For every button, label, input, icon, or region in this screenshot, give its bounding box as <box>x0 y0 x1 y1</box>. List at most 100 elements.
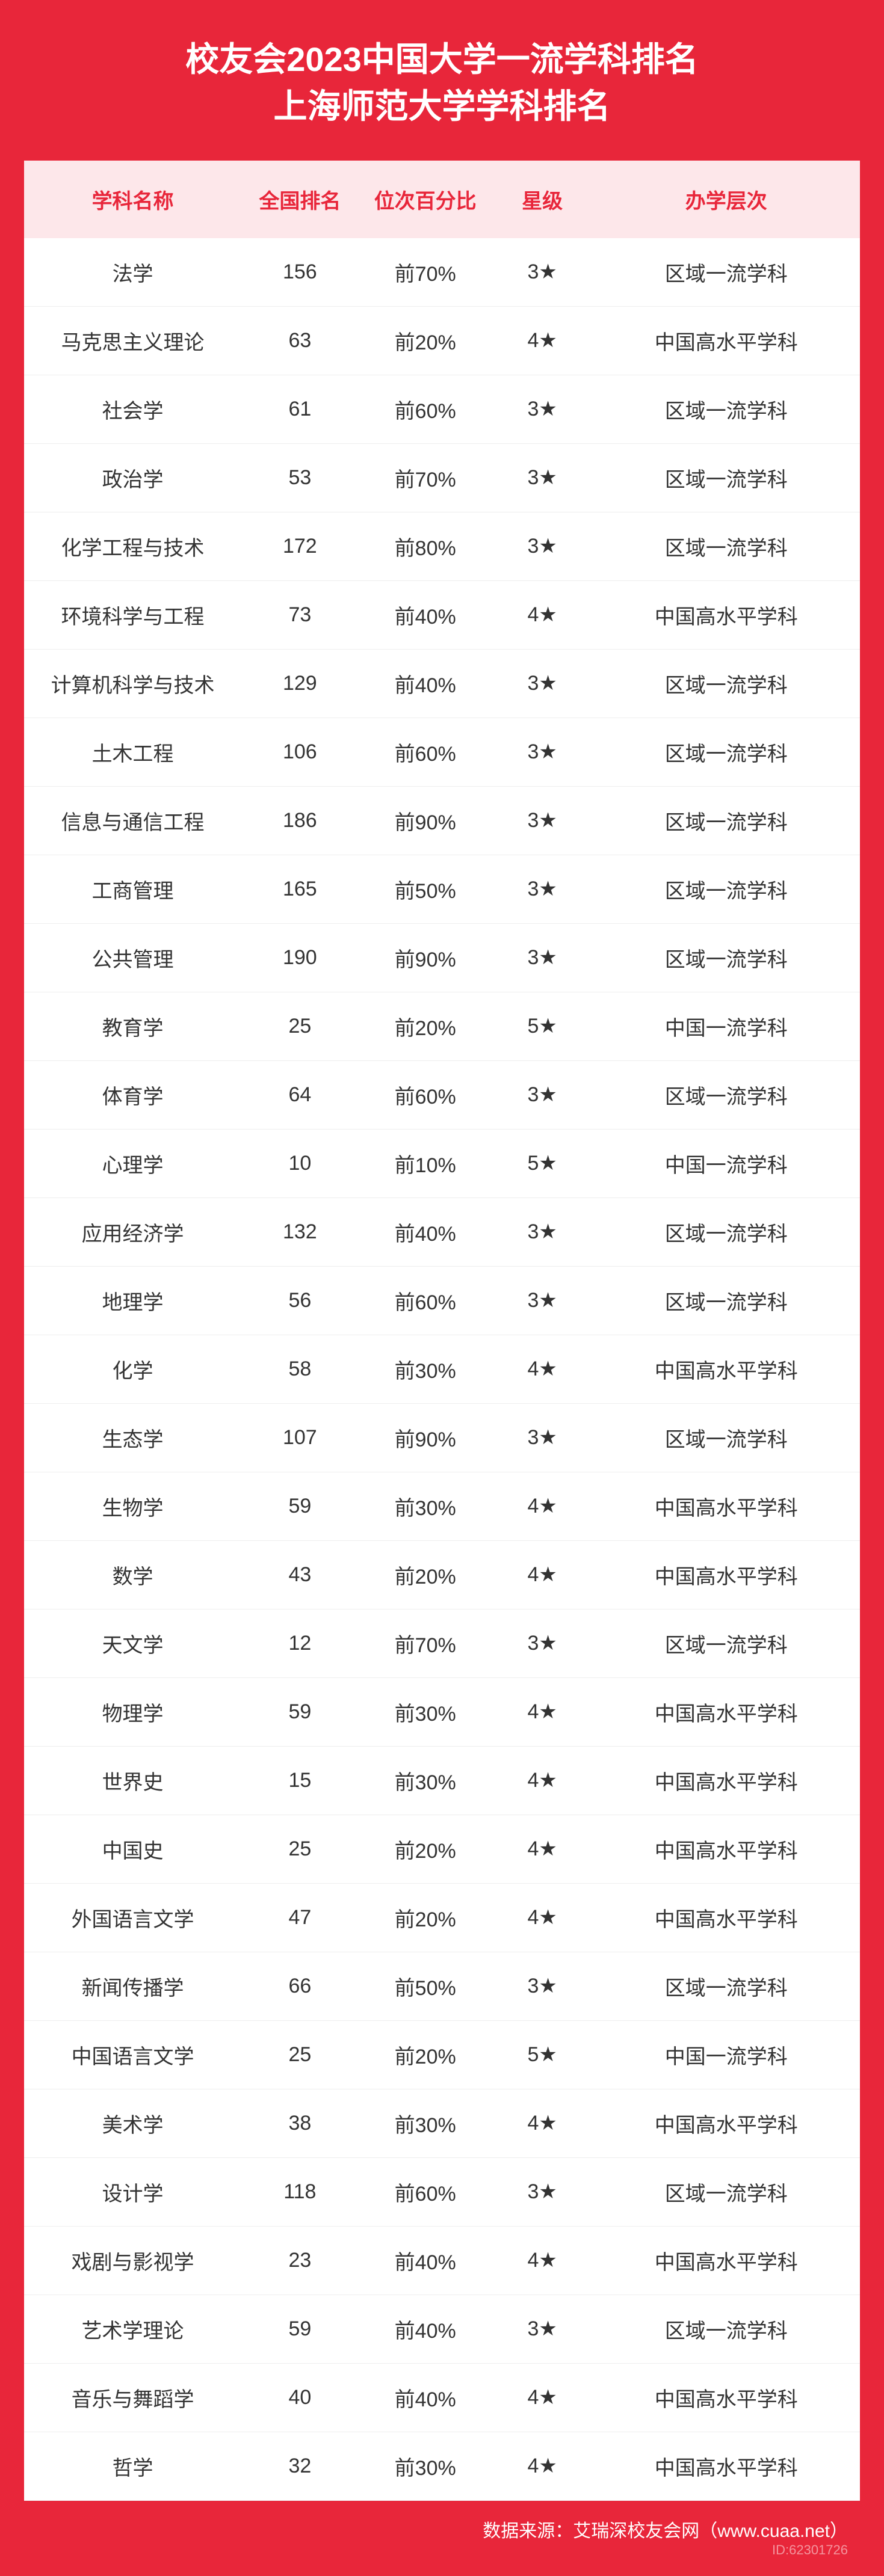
table-row: 天文学12前70%3★区域一流学科 <box>24 1609 860 1677</box>
cell-name: 生物学 <box>24 1472 241 1540</box>
cell-pct: 前20% <box>359 306 492 375</box>
cell-rank: 186 <box>241 786 358 855</box>
cell-pct: 前10% <box>359 1129 492 1197</box>
col-header-pct: 位次百分比 <box>359 161 492 238</box>
cell-rank: 165 <box>241 855 358 923</box>
watermark-id: ID:62301726 <box>24 2542 860 2558</box>
cell-rank: 106 <box>241 718 358 786</box>
cell-rank: 156 <box>241 238 358 307</box>
cell-name: 地理学 <box>24 1266 241 1335</box>
cell-name: 土木工程 <box>24 718 241 786</box>
cell-star: 4★ <box>492 2432 593 2500</box>
ranking-card: 校友会2023中国大学一流学科排名 上海师范大学学科排名 学科名称 全国排名 位… <box>0 0 884 2576</box>
cell-rank: 64 <box>241 1060 358 1129</box>
cell-rank: 61 <box>241 375 358 443</box>
cell-rank: 107 <box>241 1403 358 1472</box>
cell-level: 中国高水平学科 <box>592 580 860 649</box>
cell-star: 4★ <box>492 2363 593 2432</box>
cell-star: 3★ <box>492 786 593 855</box>
cell-rank: 63 <box>241 306 358 375</box>
table-row: 哲学32前30%4★中国高水平学科 <box>24 2432 860 2500</box>
cell-rank: 38 <box>241 2089 358 2157</box>
cell-pct: 前30% <box>359 1472 492 1540</box>
cell-level: 区域一流学科 <box>592 718 860 786</box>
cell-star: 3★ <box>492 1403 593 1472</box>
cell-name: 新闻传播学 <box>24 1952 241 2020</box>
cell-level: 中国高水平学科 <box>592 1746 860 1815</box>
cell-rank: 132 <box>241 1197 358 1266</box>
table-row: 中国史25前20%4★中国高水平学科 <box>24 1815 860 1883</box>
cell-pct: 前40% <box>359 580 492 649</box>
table-row: 公共管理190前90%3★区域一流学科 <box>24 923 860 992</box>
cell-rank: 58 <box>241 1335 358 1403</box>
cell-name: 工商管理 <box>24 855 241 923</box>
cell-pct: 前60% <box>359 2157 492 2226</box>
cell-name: 心理学 <box>24 1129 241 1197</box>
cell-level: 中国一流学科 <box>592 1129 860 1197</box>
cell-pct: 前50% <box>359 1952 492 2020</box>
table-row: 计算机科学与技术129前40%3★区域一流学科 <box>24 649 860 718</box>
table-row: 地理学56前60%3★区域一流学科 <box>24 1266 860 1335</box>
cell-rank: 23 <box>241 2226 358 2295</box>
table-row: 心理学10前10%5★中国一流学科 <box>24 1129 860 1197</box>
title-line-1: 校友会2023中国大学一流学科排名 <box>24 36 860 83</box>
cell-name: 数学 <box>24 1540 241 1609</box>
cell-star: 4★ <box>492 1815 593 1883</box>
cell-pct: 前40% <box>359 649 492 718</box>
table-row: 音乐与舞蹈学40前40%4★中国高水平学科 <box>24 2363 860 2432</box>
table-row: 戏剧与影视学23前40%4★中国高水平学科 <box>24 2226 860 2295</box>
data-source-footer: 数据来源：艾瑞深校友会网（www.cuaa.net） <box>24 2516 860 2542</box>
cell-star: 4★ <box>492 1677 593 1746</box>
cell-name: 社会学 <box>24 375 241 443</box>
cell-rank: 59 <box>241 1472 358 1540</box>
cell-rank: 66 <box>241 1952 358 2020</box>
col-header-name: 学科名称 <box>24 161 241 238</box>
cell-star: 4★ <box>492 1746 593 1815</box>
cell-star: 3★ <box>492 1060 593 1129</box>
cell-name: 信息与通信工程 <box>24 786 241 855</box>
cell-name: 生态学 <box>24 1403 241 1472</box>
card-title: 校友会2023中国大学一流学科排名 上海师范大学学科排名 <box>24 36 860 131</box>
cell-star: 4★ <box>492 580 593 649</box>
cell-level: 中国一流学科 <box>592 2020 860 2089</box>
cell-pct: 前70% <box>359 443 492 512</box>
cell-name: 设计学 <box>24 2157 241 2226</box>
cell-level: 中国高水平学科 <box>592 2226 860 2295</box>
cell-pct: 前40% <box>359 2226 492 2295</box>
cell-rank: 12 <box>241 1609 358 1677</box>
cell-star: 3★ <box>492 238 593 307</box>
table-row: 教育学25前20%5★中国一流学科 <box>24 992 860 1060</box>
cell-level: 区域一流学科 <box>592 1060 860 1129</box>
cell-level: 中国高水平学科 <box>592 1540 860 1609</box>
cell-name: 美术学 <box>24 2089 241 2157</box>
cell-level: 区域一流学科 <box>592 238 860 307</box>
cell-star: 3★ <box>492 375 593 443</box>
cell-name: 政治学 <box>24 443 241 512</box>
col-header-star: 星级 <box>492 161 593 238</box>
cell-name: 戏剧与影视学 <box>24 2226 241 2295</box>
cell-level: 区域一流学科 <box>592 855 860 923</box>
table-row: 外国语言文学47前20%4★中国高水平学科 <box>24 1883 860 1952</box>
cell-name: 世界史 <box>24 1746 241 1815</box>
cell-name: 环境科学与工程 <box>24 580 241 649</box>
cell-rank: 40 <box>241 2363 358 2432</box>
cell-rank: 190 <box>241 923 358 992</box>
cell-pct: 前60% <box>359 1266 492 1335</box>
table-row: 土木工程106前60%3★区域一流学科 <box>24 718 860 786</box>
cell-star: 5★ <box>492 2020 593 2089</box>
cell-pct: 前30% <box>359 2089 492 2157</box>
cell-star: 4★ <box>492 1540 593 1609</box>
cell-name: 计算机科学与技术 <box>24 649 241 718</box>
cell-name: 教育学 <box>24 992 241 1060</box>
cell-name: 哲学 <box>24 2432 241 2500</box>
cell-pct: 前20% <box>359 2020 492 2089</box>
table-row: 生物学59前30%4★中国高水平学科 <box>24 1472 860 1540</box>
cell-star: 4★ <box>492 1472 593 1540</box>
cell-level: 中国高水平学科 <box>592 1815 860 1883</box>
cell-rank: 118 <box>241 2157 358 2226</box>
table-row: 环境科学与工程73前40%4★中国高水平学科 <box>24 580 860 649</box>
cell-star: 3★ <box>492 1952 593 2020</box>
cell-name: 天文学 <box>24 1609 241 1677</box>
cell-star: 3★ <box>492 2157 593 2226</box>
cell-level: 区域一流学科 <box>592 2157 860 2226</box>
